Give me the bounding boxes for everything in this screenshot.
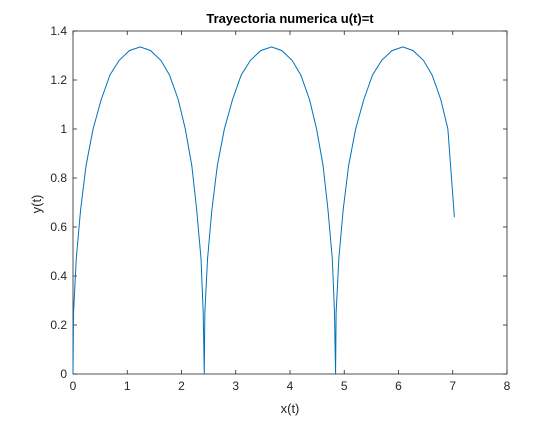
x-tick-label: 3 bbox=[232, 379, 239, 393]
y-axis-label: y(t) bbox=[29, 195, 44, 214]
x-tick-label: 1 bbox=[124, 379, 131, 393]
series-line-0 bbox=[72, 46, 455, 375]
x-tick-label: 7 bbox=[449, 379, 456, 393]
y-tick-label: 1 bbox=[60, 122, 67, 136]
plot-area bbox=[72, 30, 508, 375]
y-axis-ticks: 0 0.2 0.4 0.6 0.8 1 1.2 1.4 bbox=[50, 24, 507, 381]
y-tick-label: 1.2 bbox=[50, 73, 67, 87]
x-tick-label: 8 bbox=[504, 379, 511, 393]
y-tick-label: 0.6 bbox=[50, 220, 67, 234]
y-tick-label: 1.4 bbox=[50, 24, 67, 38]
x-tick-label: 2 bbox=[178, 379, 185, 393]
x-tick-label: 5 bbox=[341, 379, 348, 393]
chart-title: Trayectoria numerica u(t)=t bbox=[206, 11, 374, 26]
x-tick-label: 0 bbox=[70, 379, 77, 393]
x-tick-label: 4 bbox=[287, 379, 294, 393]
y-tick-label: 0.8 bbox=[50, 171, 67, 185]
y-tick-label: 0.2 bbox=[50, 318, 67, 332]
x-axis-ticks: 0 1 2 3 4 5 6 7 8 bbox=[70, 31, 511, 393]
x-axis-label: x(t) bbox=[281, 401, 300, 416]
plot-series bbox=[72, 46, 455, 375]
y-tick-label: 0.4 bbox=[50, 269, 67, 283]
y-tick-label: 0 bbox=[60, 367, 67, 381]
x-tick-label: 6 bbox=[395, 379, 402, 393]
axes-box bbox=[72, 30, 508, 375]
